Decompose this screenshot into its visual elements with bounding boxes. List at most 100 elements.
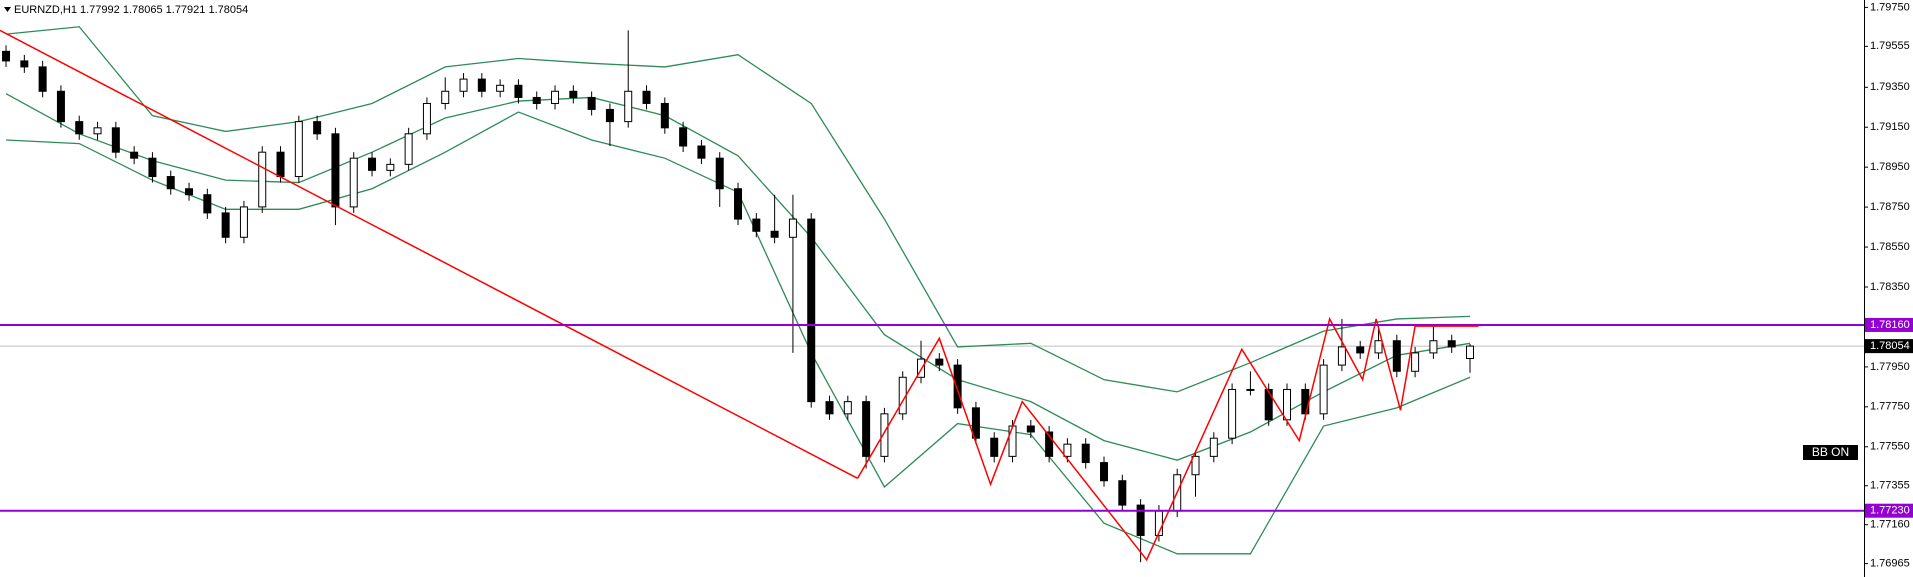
candle-body [1118, 480, 1127, 506]
candle-body [734, 188, 743, 220]
y-tick-label: 1.78950 [1870, 161, 1910, 173]
candle-body [642, 90, 651, 104]
candle-body [294, 121, 303, 178]
candle-body [93, 127, 102, 135]
candle-body [825, 401, 834, 415]
bb-button[interactable]: BB ON [1803, 445, 1858, 460]
candle-body [935, 358, 944, 366]
candle-body [1411, 352, 1420, 372]
candle-body [313, 121, 322, 135]
candle-body [166, 176, 175, 190]
candle-body [1063, 443, 1072, 457]
candle-body [75, 121, 84, 135]
candle-body [679, 127, 688, 147]
candle-body [331, 133, 340, 208]
candle-body [1045, 431, 1054, 457]
candle-body [569, 90, 578, 98]
bb-button-label[interactable]: BB ON [1812, 445, 1849, 459]
candle-body [551, 90, 560, 104]
y-tick-label: 1.77160 [1870, 519, 1910, 531]
candle-body [770, 230, 779, 238]
y-tick-label: 1.77355 [1870, 480, 1910, 492]
candle-body [514, 84, 523, 98]
y-tick-label: 1.79350 [1870, 81, 1910, 93]
y-tick-label: 1.77750 [1870, 401, 1910, 413]
candle-body [1356, 346, 1365, 354]
bb-button-bg[interactable] [1803, 445, 1858, 460]
y-tick-label: 1.78350 [1870, 281, 1910, 293]
level-label: 1.78160 [1870, 319, 1910, 331]
candle-body [1100, 462, 1109, 482]
candle-body [715, 157, 724, 190]
candle-body [1136, 504, 1145, 536]
candle-body [239, 206, 248, 238]
candle-body [1374, 340, 1383, 354]
candle-body [130, 151, 139, 159]
candle-body [203, 194, 212, 214]
candle-body [1264, 388, 1273, 421]
candle-body [1228, 388, 1237, 439]
chart-title: EURNZD,H1 1.77992 1.78065 1.77921 1.7805… [14, 4, 248, 16]
trendline [0, 29, 858, 480]
candle-body [1026, 425, 1035, 433]
bollinger-upper [5, 26, 1471, 393]
candle-body [185, 188, 194, 196]
level-label-box [1865, 503, 1913, 518]
candle-body [477, 78, 486, 92]
y-tick-label: 1.79750 [1870, 1, 1910, 13]
candle-body [624, 90, 633, 123]
candle-body [788, 218, 797, 238]
candle-body [1466, 345, 1475, 360]
candle-body [386, 163, 395, 171]
candle-body [953, 364, 962, 409]
y-tick-label: 1.79555 [1870, 40, 1910, 52]
candle-body [862, 401, 871, 457]
candle-body [1191, 455, 1200, 476]
candle-body [1429, 340, 1438, 354]
last-price-box [1865, 339, 1913, 354]
y-tick-label: 1.78550 [1870, 241, 1910, 253]
menu-arrow[interactable] [4, 7, 11, 12]
candle-body [1246, 388, 1255, 391]
candle-body [1301, 388, 1310, 415]
y-tick-label: 1.79150 [1870, 121, 1910, 133]
trendline [856, 316, 1479, 562]
candle-body [1319, 364, 1328, 415]
candle-body [404, 133, 413, 165]
y-tick-label: 1.77550 [1870, 441, 1910, 453]
candle-body [148, 157, 157, 178]
y-tick-label: 1.76965 [1870, 558, 1910, 570]
candle-body [971, 407, 980, 439]
last-price-label: 1.78054 [1870, 340, 1910, 352]
level-label-box [1865, 317, 1913, 332]
y-tick-label: 1.78750 [1870, 201, 1910, 213]
level-label: 1.77230 [1870, 505, 1910, 517]
candle-body [880, 413, 889, 457]
candle-body [1283, 388, 1292, 421]
candle-body [990, 437, 999, 457]
candle-body [1447, 340, 1456, 348]
candle-body [587, 96, 596, 110]
candle-body [660, 102, 669, 129]
y-tick-label: 1.77950 [1870, 361, 1910, 373]
candle-body [1392, 340, 1401, 372]
candle-body [807, 218, 816, 403]
candle-body [1081, 443, 1090, 464]
candle-body [38, 66, 47, 92]
candle-body [221, 212, 230, 238]
candle-body [1209, 437, 1218, 457]
candle-body [496, 84, 505, 92]
bollinger-middle [5, 93, 1471, 461]
candle-body [422, 102, 431, 135]
candle-body [349, 157, 358, 208]
candle-body [258, 151, 267, 208]
candle-body [441, 90, 450, 104]
candle-body [843, 401, 852, 415]
candle-body [2, 50, 11, 62]
candle-body [1337, 346, 1346, 366]
candle-body [1008, 425, 1017, 457]
candle-body [459, 78, 468, 92]
